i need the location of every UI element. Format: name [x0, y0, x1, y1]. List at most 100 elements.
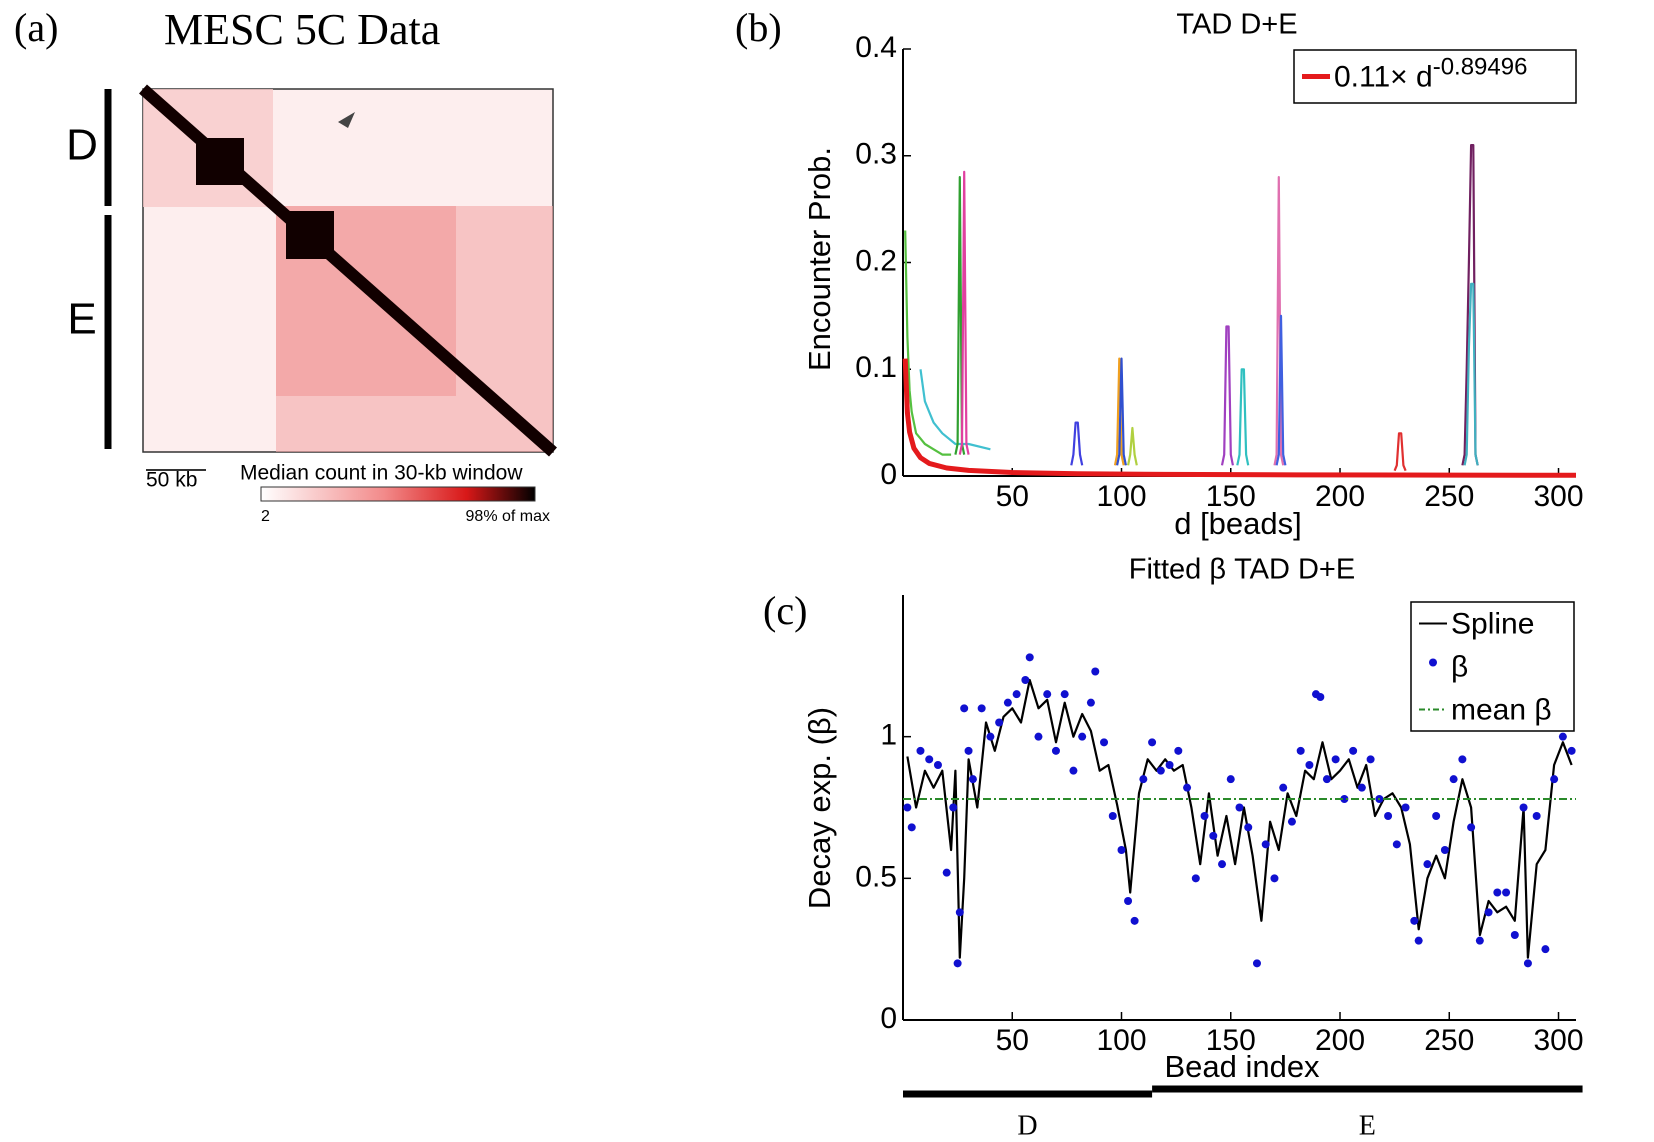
- beta-point: [1523, 959, 1532, 968]
- beta-point: [1423, 860, 1432, 869]
- legend-label: Spline: [1451, 607, 1534, 640]
- beta-point: [1244, 823, 1253, 832]
- beta-point: [1139, 775, 1148, 784]
- colorbar: [260, 486, 536, 502]
- beta-point: [1025, 653, 1034, 662]
- series-line: [902, 358, 1577, 478]
- domain-track-label: E: [1359, 1110, 1376, 1141]
- beta-point: [1449, 775, 1458, 784]
- beta-point: [1287, 817, 1296, 826]
- beta-point: [1218, 860, 1227, 869]
- y-tick-label: 0.1: [855, 351, 897, 384]
- series-line: [919, 369, 991, 451]
- beta-point: [1270, 874, 1279, 883]
- x-tick-label: 100: [1096, 480, 1146, 513]
- beta-point: [1322, 775, 1331, 784]
- beta-point: [1034, 732, 1043, 741]
- x-tick-label: 300: [1533, 480, 1583, 513]
- plot-area: [902, 144, 1577, 478]
- beta-point: [1043, 690, 1052, 699]
- chart-title: TAD D+E: [1176, 9, 1297, 41]
- beta-point: [1091, 667, 1100, 676]
- beta-point: [1078, 732, 1087, 741]
- series-line: [904, 230, 952, 456]
- beta-point: [1156, 766, 1165, 775]
- beta-point: [1183, 783, 1192, 792]
- beta-point: [986, 732, 995, 741]
- beta-point: [1414, 936, 1423, 945]
- beta-point: [1532, 812, 1541, 820]
- beta-point: [1021, 676, 1030, 684]
- beta-point: [1226, 775, 1235, 784]
- beta-point: [942, 868, 951, 877]
- colorbar-max: 98% of max: [466, 508, 550, 525]
- x-tick-label: 200: [1315, 1024, 1365, 1057]
- x-tick-label: 200: [1315, 480, 1365, 513]
- legend-label: β: [1451, 650, 1468, 683]
- beta-point: [1458, 755, 1467, 764]
- y-tick-label: 1: [880, 719, 897, 752]
- beta-point: [1051, 746, 1060, 755]
- series-line: [1220, 325, 1234, 466]
- y-axis-label: Decay exp. (β): [802, 707, 837, 909]
- beta-point: [1558, 732, 1567, 741]
- beta-point: [903, 803, 912, 812]
- beta-point: [1502, 888, 1511, 897]
- beta-point: [1012, 690, 1021, 699]
- legend-text: β: [1451, 650, 1468, 683]
- colorbar-label: Median count in 30-kb window: [240, 462, 523, 485]
- beta-point: [1200, 812, 1209, 820]
- series-line: [958, 170, 970, 455]
- series-line: [906, 678, 1573, 959]
- beta-point: [1069, 766, 1078, 775]
- x-tick-label: 100: [1096, 1024, 1146, 1057]
- beta-point: [1567, 746, 1576, 755]
- scale-bar-label: 50 kb: [146, 469, 197, 492]
- beta-point: [1510, 931, 1519, 939]
- panel-label: (c): [763, 588, 807, 633]
- colorbar-min: 2: [261, 508, 270, 525]
- beta-point: [1124, 897, 1133, 905]
- domain-track-label: D: [1017, 1110, 1037, 1141]
- beta-point: [1384, 812, 1393, 820]
- y-tick-label: 0.2: [855, 244, 897, 277]
- legend-text: mean β: [1451, 693, 1552, 726]
- series-line: [1393, 432, 1407, 472]
- beta-point: [1086, 698, 1095, 707]
- x-tick-label: 150: [1206, 480, 1256, 513]
- beta-point: [1165, 761, 1174, 769]
- beta-point: [916, 746, 925, 755]
- beta-point: [977, 704, 986, 713]
- beta-point: [968, 775, 977, 784]
- beta-point: [1340, 795, 1349, 803]
- beta-point: [1235, 803, 1244, 812]
- legend-label: 0.11× d-0.89496: [1334, 54, 1527, 94]
- beta-point: [960, 704, 969, 713]
- beta-point: [1209, 831, 1218, 840]
- legend-label: mean β: [1451, 693, 1552, 726]
- panel-a: (a) MESC 5C Data D E 50 kb Median count …: [14, 5, 557, 525]
- beta-point: [1305, 761, 1314, 769]
- beta-point: [1100, 738, 1109, 747]
- series-line: [1127, 426, 1138, 466]
- beta-point: [933, 761, 942, 769]
- y-tick-label: 0.5: [855, 860, 897, 893]
- beta-point: [1117, 846, 1126, 854]
- beta-point: [1130, 916, 1139, 925]
- series-line: [1116, 357, 1127, 466]
- beta-point: [1252, 959, 1261, 968]
- beta-point: [1316, 693, 1325, 701]
- panel-label: (b): [735, 5, 782, 50]
- beta-point: [1493, 888, 1502, 897]
- domain-label: E: [67, 295, 96, 344]
- panel-title: MESC 5C Data: [164, 5, 440, 54]
- x-tick-label: 250: [1424, 1024, 1474, 1057]
- beta-point: [1440, 846, 1449, 854]
- beta-point: [1401, 803, 1410, 812]
- domain-label: D: [66, 121, 98, 170]
- beta-point: [925, 755, 934, 764]
- beta-point: [1003, 698, 1012, 707]
- beta-point: [1261, 840, 1270, 849]
- panel-label: (a): [14, 5, 58, 50]
